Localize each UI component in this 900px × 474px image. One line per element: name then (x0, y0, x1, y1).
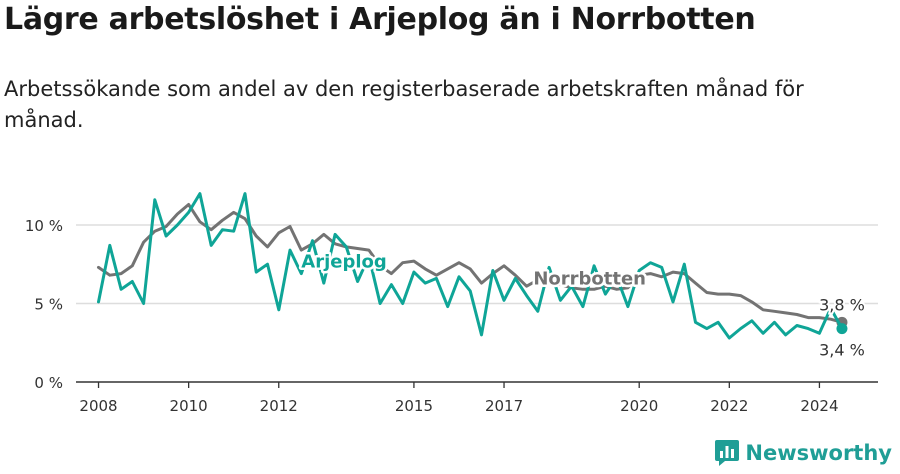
x-tick-label: 2024 (800, 397, 838, 415)
x-tick-label: 2022 (710, 397, 748, 415)
y-tick-label: 10 % (25, 217, 63, 235)
y-tick-label: 0 % (34, 374, 63, 392)
end-label-norrbotten: 3,8 % (819, 295, 865, 314)
x-tick-label: 2012 (260, 397, 298, 415)
chart-title: Lägre arbetslöshet i Arjeplog än i Norrb… (4, 2, 756, 37)
end-label-arjeplog: 3,4 % (819, 341, 865, 360)
series-line-norrbotten (97, 203, 844, 324)
series-label-arjeplog: Arjeplog (301, 251, 387, 272)
y-tick-label: 5 % (34, 295, 63, 313)
x-tick-label: 2020 (620, 397, 658, 415)
series-label-norrbotten: Norrbotten (533, 269, 646, 290)
brand-logo: Newsworthy (715, 440, 892, 466)
x-tick-label: 2010 (170, 397, 208, 415)
series-line-arjeplog (97, 192, 844, 340)
bar-chart-logo-icon (715, 440, 740, 466)
x-tick-label: 2008 (79, 397, 117, 415)
chart-subtitle: Arbetssökande som andel av den registerb… (4, 77, 804, 132)
x-tick-label: 2017 (485, 397, 523, 415)
x-tick-label: 2015 (395, 397, 433, 415)
brand-name: Newsworthy (745, 441, 892, 465)
end-point-arjeplog (836, 323, 848, 335)
